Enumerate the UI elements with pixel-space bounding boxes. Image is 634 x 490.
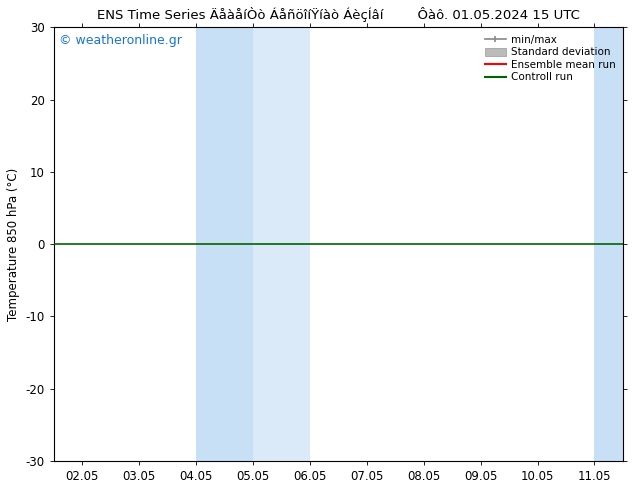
- Bar: [196, 27, 253, 461]
- Text: © weatheronline.gr: © weatheronline.gr: [60, 34, 183, 47]
- Title: ENS Time Series ÄåàåíÒò ÁåñöîíŸíàò ÁèçÍâí        Ôàô. 01.05.2024 15 UTC: ENS Time Series ÄåàåíÒò ÁåñöîíŸíàò ÁèçÍâ…: [97, 7, 579, 22]
- Bar: [595, 27, 634, 461]
- Y-axis label: Temperature 850 hPa (°C): Temperature 850 hPa (°C): [7, 168, 20, 321]
- Bar: [253, 27, 310, 461]
- Legend: min/max, Standard deviation, Ensemble mean run, Controll run: min/max, Standard deviation, Ensemble me…: [481, 30, 620, 87]
